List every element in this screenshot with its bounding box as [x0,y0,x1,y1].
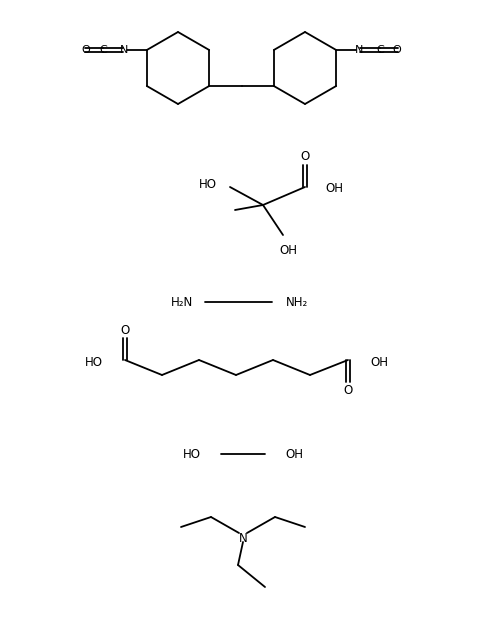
Text: O: O [343,384,353,397]
Text: O: O [120,324,130,337]
Text: C: C [99,45,107,55]
Text: C: C [376,45,384,55]
Text: N: N [120,45,128,55]
Text: NH₂: NH₂ [286,296,308,309]
Text: O: O [81,45,90,55]
Text: OH: OH [325,182,343,195]
Text: OH: OH [370,356,388,370]
Text: HO: HO [183,448,201,461]
Text: O: O [300,151,310,164]
Text: OH: OH [279,244,297,257]
Text: HO: HO [85,356,103,370]
Text: O: O [393,45,402,55]
Text: N: N [355,45,363,55]
Text: H₂N: H₂N [171,296,193,309]
Text: OH: OH [285,448,303,461]
Text: HO: HO [199,179,217,192]
Text: N: N [239,533,247,546]
